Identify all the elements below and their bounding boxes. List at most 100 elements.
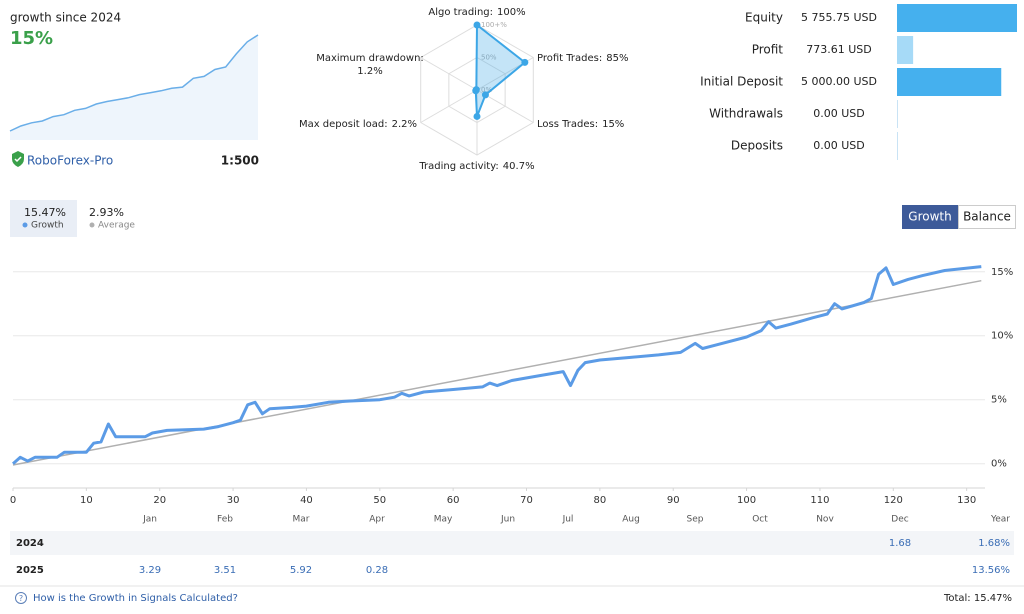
row-label: 2025	[16, 565, 44, 576]
table-row	[10, 531, 1014, 555]
stat-label: Initial Deposit	[700, 75, 783, 89]
radar-point	[473, 112, 481, 120]
x-tick-label: 130	[957, 495, 976, 506]
radar-value: 1.2%	[357, 66, 382, 77]
y-tick-label: 0%	[991, 459, 1007, 470]
radar-label-name: Max deposit load:	[299, 119, 388, 130]
x-tick-label: 30	[227, 495, 240, 506]
x-tick-label: 80	[594, 495, 607, 506]
table-header: Aug	[622, 515, 640, 525]
radar-label-name: Algo trading:	[428, 7, 493, 18]
radar-label-value: 40.7%	[503, 161, 535, 172]
stat-label: Withdrawals	[709, 107, 783, 121]
button-balance-label: Balance	[963, 210, 1011, 224]
radar-label-name: Loss Trades:	[537, 119, 598, 130]
stat-value: 773.61 USD	[806, 43, 872, 56]
radar-label-name: Profit Trades:	[537, 53, 602, 64]
mini-line	[9, 34, 259, 132]
radar-point	[473, 21, 481, 29]
series-line	[12, 265, 982, 465]
stat-bar	[897, 132, 898, 160]
radar-label: Profit Trades: 85%	[537, 53, 628, 64]
table-header: May	[434, 515, 453, 525]
button-growth[interactable]	[902, 205, 958, 229]
x-tick-label: 70	[520, 495, 533, 506]
radar-label-name: Trading activity:	[418, 161, 498, 172]
stat-label: Equity	[745, 11, 783, 25]
stat-label: Deposits	[731, 139, 783, 153]
stat-value: 0.00 USD	[813, 139, 865, 152]
stat-label: Profit	[752, 43, 784, 57]
table-header: Feb	[217, 515, 233, 525]
x-tick-label: 110	[810, 495, 829, 506]
table-header: Jan	[142, 515, 157, 525]
total: Total: 15.47%	[943, 593, 1012, 604]
radar-label: Algo trading: 100%	[428, 7, 525, 18]
summary-label: growth since 2024	[10, 11, 121, 25]
summary-value: 15%	[10, 28, 53, 49]
button-balance[interactable]	[958, 205, 1016, 229]
row-label: 2024	[16, 538, 44, 549]
radar-tick-label: 50%	[481, 54, 497, 62]
tab-average-value[interactable]: 2.93%	[89, 206, 124, 219]
table-header: Oct	[752, 515, 768, 525]
legend-growth: Growth	[31, 221, 64, 231]
radar-label-value: 2.2%	[392, 119, 417, 130]
y-tick-label: 10%	[991, 331, 1013, 342]
table-cell: 3.29	[139, 565, 161, 576]
stat-bar	[897, 4, 1017, 32]
help-icon	[15, 592, 27, 604]
x-tick-label: 0	[10, 495, 16, 506]
stat-value: 5 755.75 USD	[801, 11, 877, 24]
radar-point	[472, 86, 480, 94]
stat-bar	[897, 100, 898, 128]
table-header: Jun	[500, 515, 515, 525]
radar-label-value: 15%	[602, 119, 624, 130]
legend-dot	[89, 222, 95, 228]
help-icon-mark: ?	[19, 594, 23, 603]
x-tick-label: 60	[447, 495, 460, 506]
leverage: 1:500	[221, 154, 259, 168]
legend-average: Average	[98, 221, 135, 231]
table-header: Mar	[293, 515, 310, 525]
x-tick-label: 20	[153, 495, 166, 506]
x-tick-label: 10	[80, 495, 93, 506]
stat-value: 0.00 USD	[813, 107, 865, 120]
mini-area	[10, 35, 258, 140]
table-cell: 3.51	[214, 565, 236, 576]
x-tick-label: 90	[667, 495, 680, 506]
radar-tick-label: 0%	[481, 86, 492, 94]
table-header: Jul	[562, 515, 574, 525]
table-cell: 1.68	[889, 538, 911, 549]
stat-bar	[897, 36, 914, 64]
help-link[interactable]: How is the Growth in Signals Calculated?	[33, 593, 238, 604]
table-cell: 13.56%	[972, 565, 1010, 576]
series-line	[12, 279, 982, 466]
radar-point	[521, 58, 529, 66]
radar-spoke	[420, 57, 478, 91]
stat-bar	[897, 68, 1002, 96]
table-header: Dec	[891, 515, 908, 525]
radar-label: Trading activity: 40.7%	[418, 161, 534, 172]
radar-label-value: 85%	[606, 53, 628, 64]
radar-tick-label: 100+%	[481, 21, 507, 29]
legend-dot	[22, 222, 28, 228]
table-row	[10, 558, 1014, 582]
x-tick-label: 50	[373, 495, 386, 506]
tab-growth-value: 15.47%	[24, 206, 66, 219]
y-tick-label: 15%	[991, 267, 1013, 278]
tab-growth[interactable]	[10, 200, 77, 237]
radar-spoke	[420, 89, 478, 123]
x-tick-label: 120	[884, 495, 903, 506]
table-header: Year	[990, 515, 1010, 525]
x-tick-label: 100	[737, 495, 756, 506]
table-cell: 0.28	[366, 565, 388, 576]
stat-value: 5 000.00 USD	[801, 75, 877, 88]
table-cell: 1.68%	[978, 538, 1010, 549]
radar-label-value: 100%	[497, 7, 526, 18]
table-header: Nov	[816, 515, 834, 525]
broker[interactable]: RoboForex-Pro	[27, 154, 113, 168]
x-tick-label: 40	[300, 495, 313, 506]
